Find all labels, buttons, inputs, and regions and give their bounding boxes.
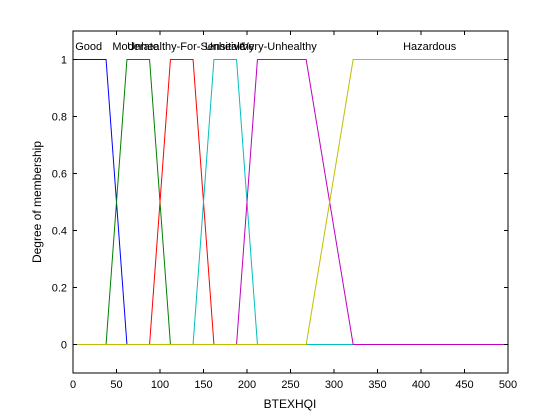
x-tick-label: 200 [238, 379, 256, 391]
x-tick-label: 250 [281, 379, 299, 391]
y-tick-label: 1 [61, 55, 67, 67]
series-layer [73, 59, 508, 345]
x-axis-label: BTEXHQI [264, 397, 317, 411]
x-tick-label: 0 [70, 379, 76, 391]
x-tick-label: 100 [151, 379, 169, 391]
y-axis-label: Degree of membership [30, 141, 44, 263]
x-tick-label: 50 [110, 379, 122, 391]
x-tick-label: 400 [412, 379, 430, 391]
y-tick-label: 0.6 [52, 169, 67, 181]
x-tick-label: 500 [499, 379, 517, 391]
series-label-moderate: Moderate [112, 41, 158, 53]
plot-area [73, 31, 508, 373]
series-label-layer: Good ModerateUnhealthy-For-SensitiveUnhea… [75, 41, 457, 53]
x-axis-ticks: 0 50 100 150 200 250 300 350 400 450 500 [70, 31, 517, 391]
x-tick-label: 150 [194, 379, 212, 391]
y-tick-label: 0.4 [52, 226, 67, 238]
y-tick-label: 0.2 [52, 283, 67, 295]
series-label-good: Good [75, 41, 102, 53]
series-label-hazardous: Hazardous [403, 41, 457, 53]
x-tick-label: 300 [325, 379, 343, 391]
series-line-hazardous [73, 59, 508, 345]
series-label-very-unhealthy: Very-Unhealthy [242, 41, 318, 53]
y-axis-ticks: 0 0.2 0.4 0.6 0.8 1 [52, 55, 508, 352]
series-label-unhealthy: Unhealthy [205, 41, 255, 53]
x-tick-label: 350 [368, 379, 386, 391]
x-tick-label: 450 [455, 379, 473, 391]
y-tick-label: 0 [61, 340, 67, 352]
y-tick-label: 0.8 [52, 112, 67, 124]
series-label-unhealthy-for-sensitive: Unhealthy-For-Sensitive [127, 41, 245, 53]
